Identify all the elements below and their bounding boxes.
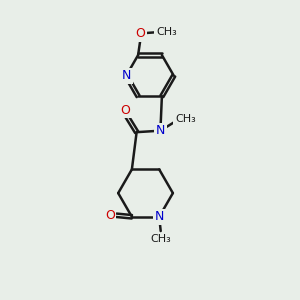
Text: N: N bbox=[156, 124, 165, 137]
Text: CH₃: CH₃ bbox=[156, 27, 177, 37]
Text: O: O bbox=[105, 209, 115, 222]
Text: O: O bbox=[136, 27, 146, 40]
Text: CH₃: CH₃ bbox=[150, 234, 171, 244]
Text: O: O bbox=[121, 104, 130, 117]
Text: N: N bbox=[154, 210, 164, 223]
Text: N: N bbox=[122, 69, 131, 82]
Text: CH₃: CH₃ bbox=[175, 114, 196, 124]
